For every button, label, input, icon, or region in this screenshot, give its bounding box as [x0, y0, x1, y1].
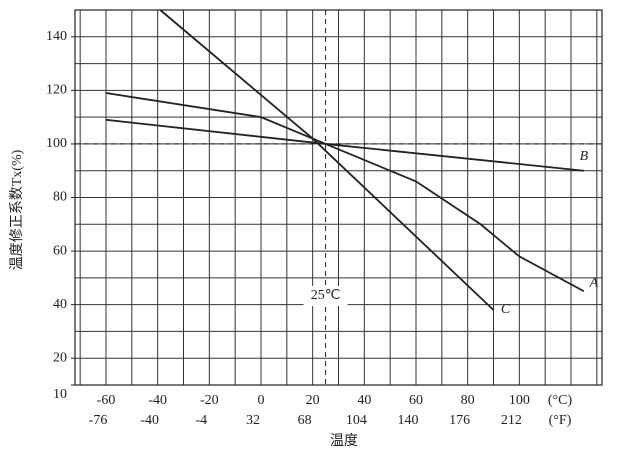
- x-tick-label: 0: [258, 393, 265, 408]
- x-axis-label: 温度: [330, 433, 358, 449]
- x-tick-label: 100: [509, 393, 530, 408]
- x-tick-label-f: 32: [246, 413, 260, 428]
- series-label: C: [501, 302, 511, 317]
- x-tick-label: 60: [409, 393, 423, 408]
- y-tick-label: 140: [46, 29, 67, 44]
- annotation: 25℃: [311, 288, 341, 303]
- x-tick-label-f: 212: [501, 413, 522, 428]
- y-tick-label: 10: [53, 387, 67, 402]
- unit-c: (°C): [548, 393, 573, 408]
- x-tick-label-f: 68: [298, 413, 312, 428]
- y-tick-label: 20: [53, 350, 67, 365]
- x-tick-label-f: -76: [89, 413, 108, 428]
- annotation-bg: [303, 286, 348, 306]
- x-tick-label: -20: [200, 393, 219, 408]
- x-tick-label-f: -40: [140, 413, 159, 428]
- x-tick-label: 80: [461, 393, 475, 408]
- series-label: A: [589, 275, 599, 290]
- y-axis-label: 温度修正系数Tx(%): [9, 149, 25, 270]
- y-tick-label: 100: [46, 136, 67, 151]
- y-tick-label: 60: [53, 243, 67, 258]
- series-label: B: [580, 149, 589, 164]
- series-line: [105, 92, 585, 293]
- x-tick-label-f: 140: [398, 413, 419, 428]
- y-tick-label: 120: [46, 83, 67, 98]
- x-tick-label: 20: [306, 393, 320, 408]
- x-tick-label: -60: [97, 393, 116, 408]
- y-tick-label: 40: [53, 297, 67, 312]
- unit-f: (°F): [549, 413, 572, 428]
- series-line: [105, 118, 585, 172]
- x-tick-label: 40: [357, 393, 371, 408]
- y-tick-label: 80: [53, 190, 67, 205]
- x-tick-label-f: 176: [449, 413, 470, 428]
- x-tick-label: -40: [148, 393, 167, 408]
- x-tick-label-f: -4: [195, 413, 207, 428]
- x-tick-label-f: 104: [346, 413, 367, 428]
- series-line: [159, 9, 495, 311]
